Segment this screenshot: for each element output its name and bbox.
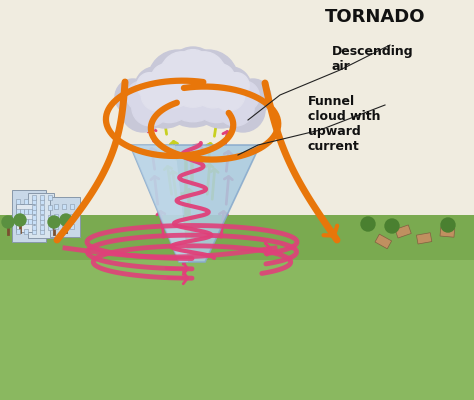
- Circle shape: [14, 214, 26, 226]
- Bar: [16, 209, 20, 214]
- Bar: [20, 219, 24, 224]
- Circle shape: [385, 219, 399, 233]
- Circle shape: [153, 68, 193, 108]
- Bar: [40, 219, 44, 224]
- Circle shape: [193, 75, 241, 122]
- Bar: [395, 225, 411, 238]
- Circle shape: [155, 56, 206, 107]
- Circle shape: [144, 71, 178, 105]
- Bar: [32, 219, 36, 224]
- Circle shape: [132, 89, 169, 126]
- Circle shape: [168, 47, 218, 97]
- Bar: [62, 214, 66, 219]
- Bar: [24, 229, 28, 234]
- Bar: [50, 197, 80, 237]
- Bar: [40, 199, 44, 204]
- Circle shape: [223, 73, 249, 98]
- Circle shape: [60, 214, 72, 226]
- Circle shape: [175, 50, 211, 86]
- Bar: [32, 225, 36, 230]
- Circle shape: [158, 57, 228, 127]
- Circle shape: [146, 75, 193, 122]
- Circle shape: [441, 218, 455, 232]
- Circle shape: [137, 72, 193, 128]
- Polygon shape: [130, 145, 260, 262]
- Circle shape: [211, 67, 251, 107]
- Bar: [32, 209, 36, 214]
- Circle shape: [141, 79, 173, 111]
- Bar: [32, 229, 36, 234]
- Bar: [32, 199, 36, 204]
- Bar: [62, 224, 66, 229]
- Circle shape: [178, 50, 238, 110]
- Circle shape: [137, 73, 163, 98]
- Bar: [32, 195, 36, 200]
- Bar: [48, 205, 52, 210]
- Bar: [375, 234, 392, 249]
- Bar: [32, 205, 36, 210]
- Circle shape: [193, 68, 233, 108]
- Bar: [16, 199, 20, 204]
- Bar: [417, 233, 432, 244]
- Circle shape: [121, 88, 165, 132]
- Circle shape: [221, 88, 265, 132]
- Polygon shape: [0, 215, 474, 260]
- Bar: [40, 215, 44, 220]
- Circle shape: [2, 216, 14, 228]
- Circle shape: [193, 72, 249, 128]
- Circle shape: [213, 79, 245, 111]
- Bar: [12, 190, 46, 242]
- Bar: [20, 209, 24, 214]
- Bar: [40, 229, 44, 234]
- Circle shape: [48, 216, 60, 228]
- Circle shape: [148, 50, 208, 110]
- Bar: [16, 219, 20, 224]
- Text: Funnel
cloud with
upward
current: Funnel cloud with upward current: [308, 95, 381, 153]
- Text: TORNADO: TORNADO: [325, 8, 426, 26]
- Bar: [70, 204, 74, 209]
- Circle shape: [127, 81, 157, 112]
- Bar: [70, 214, 74, 219]
- Circle shape: [161, 52, 204, 95]
- Bar: [54, 224, 58, 229]
- Circle shape: [163, 62, 223, 122]
- Bar: [54, 214, 58, 219]
- Bar: [40, 195, 44, 200]
- Text: Descending
air: Descending air: [332, 45, 414, 73]
- Bar: [28, 209, 32, 214]
- Circle shape: [180, 56, 231, 107]
- Bar: [28, 219, 32, 224]
- Bar: [54, 204, 58, 209]
- Bar: [62, 204, 66, 209]
- Circle shape: [151, 64, 180, 93]
- Circle shape: [168, 57, 218, 107]
- Polygon shape: [0, 215, 474, 400]
- Bar: [40, 205, 44, 210]
- Circle shape: [228, 81, 259, 112]
- Bar: [48, 195, 52, 200]
- Circle shape: [115, 79, 151, 115]
- Circle shape: [217, 89, 254, 126]
- Circle shape: [361, 217, 375, 231]
- Bar: [28, 193, 54, 238]
- Bar: [440, 227, 455, 237]
- Circle shape: [172, 54, 214, 96]
- Bar: [24, 219, 28, 224]
- Bar: [16, 229, 20, 234]
- Bar: [40, 225, 44, 230]
- Bar: [24, 199, 28, 204]
- Circle shape: [135, 67, 175, 107]
- Circle shape: [206, 64, 235, 93]
- Circle shape: [208, 71, 242, 105]
- Bar: [48, 225, 52, 230]
- Polygon shape: [130, 145, 188, 262]
- Bar: [16, 204, 34, 232]
- Circle shape: [235, 79, 271, 115]
- Bar: [70, 224, 74, 229]
- Bar: [40, 209, 44, 214]
- Bar: [48, 215, 52, 220]
- Bar: [32, 215, 36, 220]
- Bar: [24, 209, 28, 214]
- Circle shape: [182, 52, 226, 95]
